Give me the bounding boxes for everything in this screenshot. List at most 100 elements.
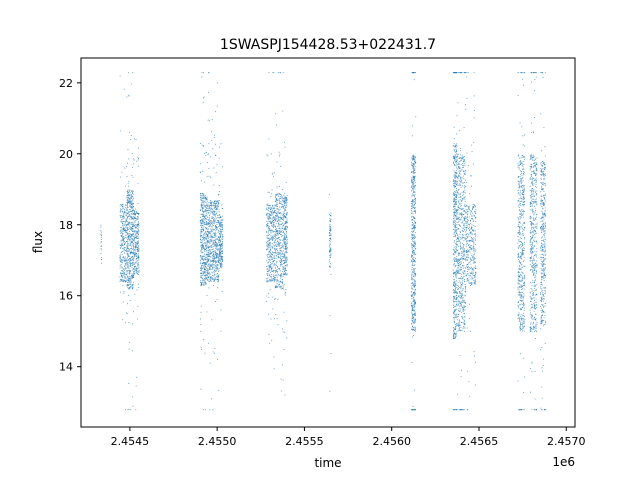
- data-point: [205, 241, 207, 243]
- data-point: [201, 284, 203, 286]
- data-point: [460, 186, 462, 188]
- data-point: [276, 281, 278, 283]
- data-point: [220, 243, 222, 245]
- data-point: [119, 257, 121, 259]
- data-point: [412, 184, 414, 186]
- data-point: [210, 230, 212, 232]
- data-point: [202, 263, 204, 265]
- data-point: [282, 238, 284, 240]
- data-point: [284, 294, 286, 296]
- data-point: [414, 311, 416, 313]
- data-point: [284, 203, 286, 205]
- data-point: [130, 215, 132, 217]
- data-point: [134, 213, 136, 215]
- data-point: [457, 239, 459, 241]
- data-point: [221, 207, 223, 209]
- data-point: [209, 211, 211, 213]
- data-point: [413, 246, 415, 247]
- data-point: [221, 255, 223, 257]
- data-point: [218, 214, 220, 216]
- data-point: [132, 226, 134, 227]
- data-point: [411, 222, 413, 224]
- data-point: [455, 214, 457, 216]
- data-point: [270, 275, 272, 277]
- data-point: [120, 278, 122, 280]
- data-point: [411, 212, 413, 214]
- data-point: [219, 259, 221, 261]
- data-point: [413, 207, 415, 209]
- data-point: [122, 228, 124, 230]
- data-point: [207, 235, 208, 237]
- data-point: [278, 283, 280, 285]
- data-point: [220, 219, 222, 221]
- data-point: [457, 185, 459, 187]
- data-point: [204, 222, 206, 224]
- data-point: [281, 223, 283, 225]
- data-point: [459, 208, 461, 210]
- data-point: [208, 263, 210, 265]
- data-point: [134, 235, 136, 237]
- data-point: [271, 257, 273, 259]
- data-point: [415, 166, 417, 168]
- data-point: [460, 177, 462, 179]
- data-point: [122, 221, 124, 223]
- data-point: [452, 312, 454, 314]
- data-point: [221, 219, 223, 221]
- data-point: [274, 211, 275, 213]
- data-point: [123, 272, 125, 274]
- data-point: [137, 262, 139, 264]
- data-point: [201, 263, 203, 265]
- data-point: [207, 231, 209, 232]
- data-point: [205, 198, 207, 200]
- data-point: [201, 255, 203, 257]
- data-point: [282, 247, 284, 249]
- data-point: [454, 199, 456, 201]
- data-point: [411, 202, 413, 204]
- data-point: [411, 157, 413, 159]
- data-point: [454, 207, 456, 209]
- data-point: [268, 247, 270, 249]
- data-point: [412, 163, 414, 165]
- data-point: [201, 211, 203, 212]
- data-point: [122, 250, 124, 252]
- data-point: [212, 279, 214, 281]
- data-point: [127, 192, 129, 193]
- data-point: [219, 223, 221, 225]
- data-point: [274, 287, 276, 289]
- data-point: [129, 205, 131, 207]
- data-point: [458, 324, 460, 326]
- data-point: [219, 250, 221, 252]
- data-point: [129, 131, 130, 133]
- data-point: [278, 155, 280, 157]
- data-point: [411, 309, 413, 311]
- data-point: [462, 251, 464, 253]
- data-point: [219, 237, 220, 239]
- data-point: [454, 251, 456, 253]
- data-point: [460, 214, 462, 215]
- data-point: [271, 278, 273, 280]
- data-point: [273, 278, 275, 280]
- data-point: [128, 198, 130, 200]
- data-point: [123, 88, 125, 90]
- data-point: [454, 409, 456, 411]
- data-point: [453, 306, 454, 308]
- data-point: [211, 244, 213, 246]
- data-point: [211, 226, 213, 228]
- data-point: [414, 320, 416, 322]
- data-point: [278, 212, 280, 214]
- data-point: [461, 213, 463, 215]
- data-point: [267, 262, 269, 264]
- data-point: [212, 255, 213, 257]
- data-point: [123, 247, 125, 249]
- data-point: [461, 177, 463, 179]
- data-point: [274, 218, 276, 220]
- data-point: [133, 255, 135, 257]
- data-point: [456, 150, 458, 152]
- data-point: [460, 267, 462, 269]
- data-point: [412, 227, 414, 228]
- data-point: [283, 253, 285, 255]
- data-point: [269, 271, 271, 273]
- data-point: [212, 267, 214, 269]
- data-point: [411, 193, 413, 195]
- data-point: [135, 253, 137, 255]
